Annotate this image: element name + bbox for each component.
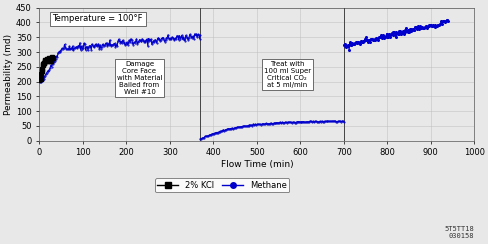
Text: Treat with
100 ml Super
Critical CO₂
at 5 ml/min: Treat with 100 ml Super Critical CO₂ at … — [263, 61, 310, 88]
Text: 5T5TT18
030158: 5T5TT18 030158 — [444, 226, 473, 239]
Text: Temperature = 100°F: Temperature = 100°F — [52, 14, 142, 23]
Y-axis label: Permeability (md): Permeability (md) — [4, 34, 13, 115]
X-axis label: Flow Time (min): Flow Time (min) — [220, 160, 293, 169]
Legend: 2% KCl, Methane: 2% KCl, Methane — [155, 178, 289, 192]
Text: Damage
Core Face
with Material
Bailed from
Well #10: Damage Core Face with Material Bailed fr… — [117, 61, 162, 95]
